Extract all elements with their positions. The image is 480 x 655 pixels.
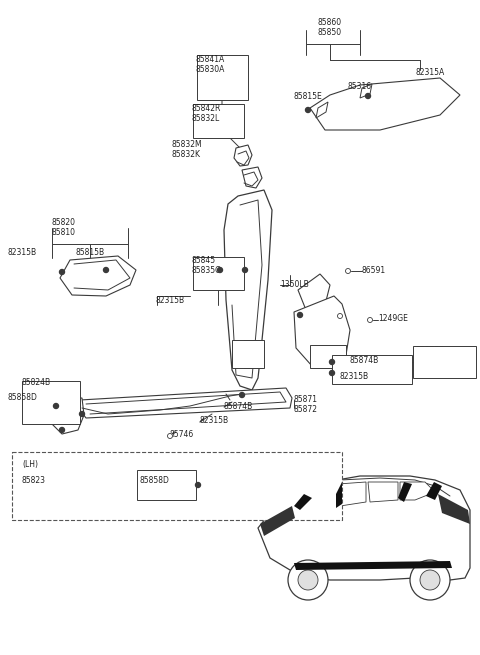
Polygon shape xyxy=(196,468,222,494)
Bar xyxy=(193,257,244,290)
Circle shape xyxy=(298,570,318,590)
Circle shape xyxy=(305,107,311,113)
Text: 85845
85835C: 85845 85835C xyxy=(192,256,221,275)
Text: 82315B: 82315B xyxy=(8,248,37,257)
Polygon shape xyxy=(294,494,312,510)
Circle shape xyxy=(60,428,64,432)
Bar xyxy=(137,470,196,500)
Text: 85820
85810: 85820 85810 xyxy=(52,218,76,237)
Polygon shape xyxy=(48,398,84,434)
Circle shape xyxy=(168,434,172,438)
Polygon shape xyxy=(298,274,330,310)
Circle shape xyxy=(298,312,302,318)
Polygon shape xyxy=(360,84,372,98)
Polygon shape xyxy=(438,494,470,524)
Text: 82315A: 82315A xyxy=(415,68,444,77)
Text: 85874B: 85874B xyxy=(350,356,379,365)
Bar xyxy=(22,381,80,424)
Text: 85858D: 85858D xyxy=(140,476,170,485)
Text: 82315B: 82315B xyxy=(156,296,185,305)
Text: 1249GE: 1249GE xyxy=(378,314,408,323)
Text: 85875B
85876B: 85875B 85876B xyxy=(415,346,444,365)
Polygon shape xyxy=(294,561,452,570)
Circle shape xyxy=(337,314,343,318)
Polygon shape xyxy=(338,482,366,506)
Circle shape xyxy=(329,371,335,375)
Circle shape xyxy=(420,570,440,590)
Text: 85823: 85823 xyxy=(22,476,46,485)
Polygon shape xyxy=(400,482,435,500)
Text: 85842R
85832L: 85842R 85832L xyxy=(192,104,221,123)
Bar xyxy=(197,55,248,100)
Text: 85841A
85830A: 85841A 85830A xyxy=(196,55,226,75)
Polygon shape xyxy=(260,506,295,536)
Text: 85815B: 85815B xyxy=(75,248,104,257)
Text: 85874B: 85874B xyxy=(224,402,253,411)
Text: (LH): (LH) xyxy=(22,460,38,469)
Circle shape xyxy=(365,94,371,98)
Polygon shape xyxy=(316,102,328,118)
Text: 85860
85850: 85860 85850 xyxy=(318,18,342,37)
Polygon shape xyxy=(426,482,442,500)
Circle shape xyxy=(240,392,244,398)
Text: 85824B: 85824B xyxy=(22,378,51,387)
Polygon shape xyxy=(368,482,398,502)
Polygon shape xyxy=(234,145,252,166)
Circle shape xyxy=(80,411,84,417)
Polygon shape xyxy=(224,190,272,390)
Polygon shape xyxy=(336,482,342,508)
Circle shape xyxy=(368,318,372,322)
Text: 85316: 85316 xyxy=(348,82,372,91)
Bar xyxy=(193,104,244,138)
Circle shape xyxy=(60,269,64,274)
Bar xyxy=(413,346,476,378)
Circle shape xyxy=(217,267,223,272)
Circle shape xyxy=(195,483,201,487)
Polygon shape xyxy=(60,256,136,296)
Circle shape xyxy=(288,560,328,600)
Text: 82315B: 82315B xyxy=(200,416,229,425)
Circle shape xyxy=(104,267,108,272)
Text: 86591: 86591 xyxy=(362,266,386,275)
Text: 1350LB: 1350LB xyxy=(280,280,309,289)
Text: 85871
85872: 85871 85872 xyxy=(294,395,318,415)
Circle shape xyxy=(329,360,335,364)
Polygon shape xyxy=(242,167,262,188)
Bar xyxy=(310,345,346,368)
Circle shape xyxy=(410,560,450,600)
Text: 85858D: 85858D xyxy=(8,393,38,402)
Text: 85746: 85746 xyxy=(170,430,194,439)
Circle shape xyxy=(242,267,248,272)
Polygon shape xyxy=(398,482,412,502)
Text: 82315B: 82315B xyxy=(340,372,369,381)
Polygon shape xyxy=(294,296,350,368)
Polygon shape xyxy=(294,490,336,512)
Bar xyxy=(332,355,412,384)
Text: 85815E: 85815E xyxy=(294,92,323,101)
Text: 85832M
85832K: 85832M 85832K xyxy=(172,140,203,159)
Circle shape xyxy=(53,403,59,409)
Circle shape xyxy=(346,269,350,274)
FancyBboxPatch shape xyxy=(12,452,342,520)
Bar xyxy=(232,340,264,368)
Polygon shape xyxy=(258,476,470,580)
Polygon shape xyxy=(310,78,460,130)
Polygon shape xyxy=(80,388,292,418)
